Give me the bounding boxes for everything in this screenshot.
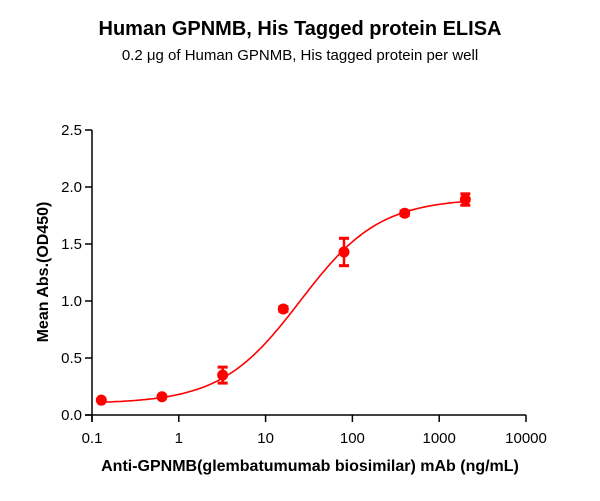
x-tick-label: 1000 (423, 430, 456, 447)
y-tick-label: 1.5 (61, 236, 82, 253)
data-point (338, 236, 350, 268)
data-point (217, 365, 229, 385)
x-tick-label: 1 (175, 430, 183, 447)
x-tick-label: 10000 (505, 430, 547, 447)
x-tick-label: 0.1 (82, 430, 103, 447)
data-point (156, 391, 168, 403)
chart-subtitle: 0.2 μg of Human GPNMB, His tagged protei… (121, 47, 479, 64)
y-tick-label: 0.0 (61, 407, 82, 424)
x-tick-label: 100 (340, 430, 365, 447)
data-point (399, 207, 411, 219)
chart-title: Human GPNMB, His Tagged protein ELISA (98, 18, 502, 40)
y-tick-label: 0.5 (61, 350, 82, 367)
data-point (95, 394, 107, 406)
axes: 0.0 0.5 1.0 1.5 2.0 2.5 0.1 1 10 100 1000 10000 (61, 122, 547, 447)
y-tick-label: 2.0 (61, 179, 82, 196)
data-points (95, 192, 471, 406)
data-point (277, 303, 289, 315)
fit-curve (101, 200, 466, 403)
y-axis-label: Mean Abs.(OD450) (35, 202, 52, 343)
x-tick-label: 10 (257, 430, 274, 447)
y-tick-label: 2.5 (61, 122, 82, 139)
y-tick-label: 1.0 (61, 293, 82, 310)
x-axis-label: Anti-GPNMB(glembatumumab biosimilar) mAb… (101, 458, 519, 475)
data-point (459, 192, 471, 207)
